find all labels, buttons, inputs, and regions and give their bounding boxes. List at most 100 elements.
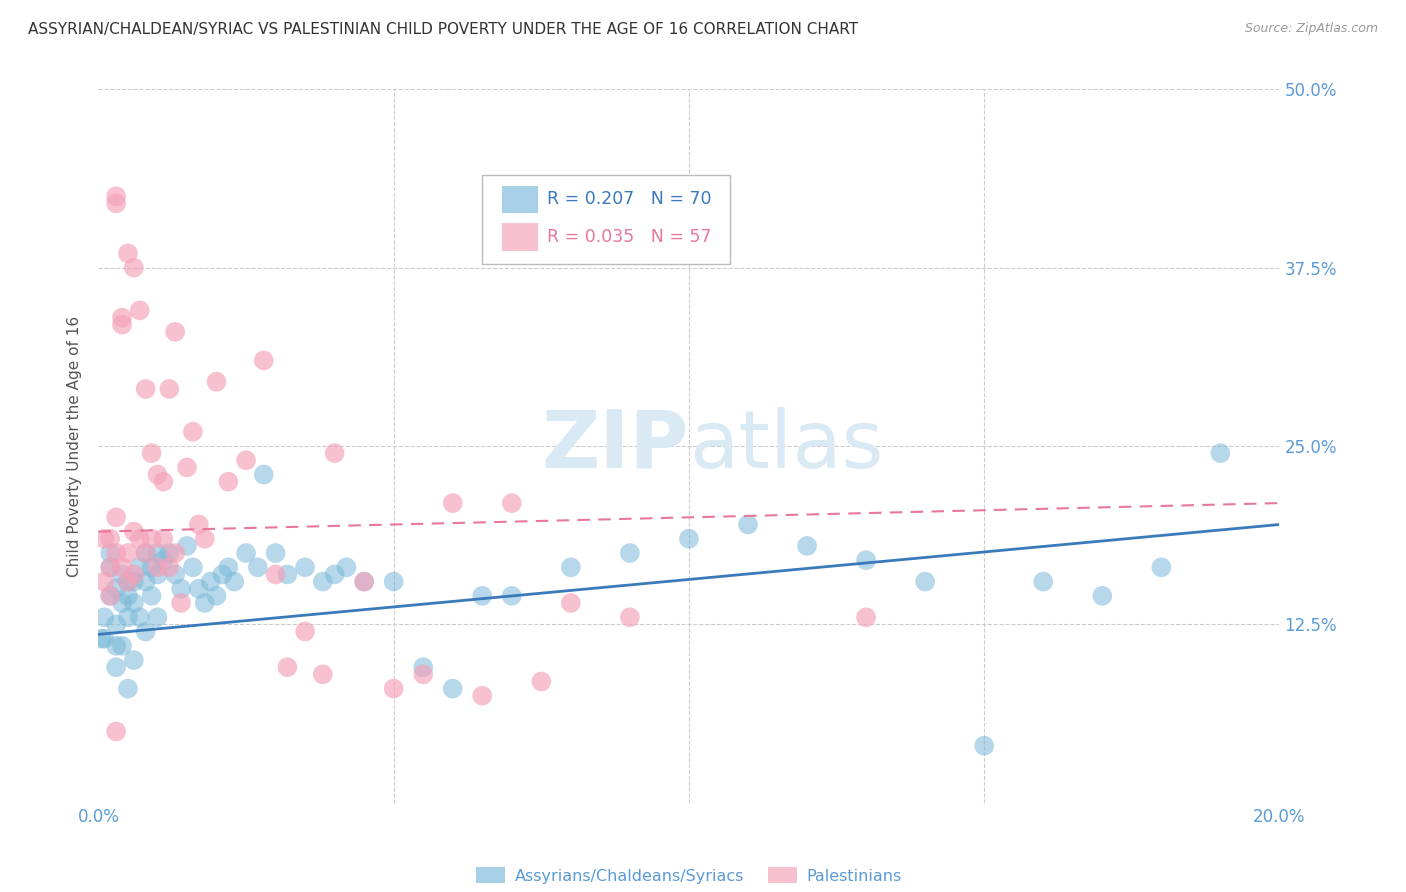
Point: [105, 639, 128, 653]
Point: [98, 589, 121, 603]
Point: [205, 375, 228, 389]
Point: [117, 246, 139, 260]
Point: [211, 567, 233, 582]
Point: [157, 546, 180, 560]
Point: [412, 660, 434, 674]
Point: [117, 681, 139, 696]
Point: [111, 596, 134, 610]
Point: [117, 546, 139, 560]
Point: [678, 532, 700, 546]
Text: ASSYRIAN/CHALDEAN/SYRIAC VS PALESTINIAN CHILD POVERTY UNDER THE AGE OF 16 CORREL: ASSYRIAN/CHALDEAN/SYRIAC VS PALESTINIAN …: [28, 22, 858, 37]
Point: [187, 517, 209, 532]
Point: [146, 467, 169, 482]
Point: [312, 667, 335, 681]
Point: [253, 353, 276, 368]
Point: [141, 589, 163, 603]
Point: [122, 574, 145, 589]
Point: [122, 524, 145, 539]
Point: [217, 560, 239, 574]
Point: [796, 539, 818, 553]
Point: [98, 560, 121, 574]
Point: [152, 553, 174, 567]
Point: [235, 453, 257, 467]
Point: [146, 567, 169, 582]
Point: [105, 510, 128, 524]
Point: [264, 567, 287, 582]
Point: [141, 560, 163, 574]
Point: [128, 532, 150, 546]
Point: [181, 425, 204, 439]
Point: [93, 574, 115, 589]
Point: [973, 739, 995, 753]
Point: [98, 560, 121, 574]
Point: [128, 610, 150, 624]
Point: [105, 617, 128, 632]
Point: [1150, 560, 1173, 574]
Point: [111, 310, 134, 325]
Point: [98, 589, 121, 603]
Point: [253, 467, 276, 482]
Point: [157, 382, 180, 396]
Point: [441, 681, 464, 696]
Point: [619, 610, 641, 624]
Point: [323, 567, 346, 582]
Point: [276, 567, 298, 582]
Point: [128, 303, 150, 318]
Point: [246, 560, 269, 574]
Point: [111, 639, 134, 653]
Point: [152, 475, 174, 489]
Point: [90, 632, 112, 646]
Point: [117, 574, 139, 589]
Legend: Assyrians/Chaldeans/Syriacs, Palestinians: Assyrians/Chaldeans/Syriacs, Palestinian…: [470, 861, 908, 890]
Point: [294, 624, 316, 639]
Point: [264, 546, 287, 560]
Point: [135, 624, 157, 639]
Point: [235, 546, 257, 560]
Point: [111, 318, 134, 332]
Point: [501, 589, 523, 603]
Point: [105, 196, 128, 211]
Point: [98, 532, 121, 546]
Text: R = 0.035   N = 57: R = 0.035 N = 57: [547, 228, 711, 246]
Point: [200, 574, 222, 589]
Point: [117, 574, 139, 589]
Text: Source: ZipAtlas.com: Source: ZipAtlas.com: [1244, 22, 1378, 36]
Point: [135, 382, 157, 396]
Point: [560, 560, 582, 574]
Point: [111, 560, 134, 574]
Text: R = 0.207   N = 70: R = 0.207 N = 70: [547, 190, 711, 209]
Text: ZIP: ZIP: [541, 407, 689, 485]
Point: [135, 546, 157, 560]
Point: [187, 582, 209, 596]
Point: [135, 546, 157, 560]
Point: [117, 589, 139, 603]
Point: [194, 532, 217, 546]
Point: [217, 475, 239, 489]
Point: [122, 596, 145, 610]
Point: [176, 460, 198, 475]
Point: [181, 560, 204, 574]
Point: [1091, 589, 1114, 603]
Point: [382, 681, 405, 696]
Point: [382, 574, 405, 589]
Point: [1032, 574, 1054, 589]
Point: [914, 574, 936, 589]
Point: [122, 653, 145, 667]
Point: [122, 567, 145, 582]
Point: [335, 560, 357, 574]
Point: [412, 667, 434, 681]
Point: [111, 567, 134, 582]
Point: [619, 546, 641, 560]
Point: [224, 574, 246, 589]
Point: [152, 532, 174, 546]
FancyBboxPatch shape: [502, 224, 537, 251]
Point: [312, 574, 335, 589]
Point: [105, 724, 128, 739]
Point: [170, 582, 193, 596]
Point: [135, 574, 157, 589]
Point: [141, 532, 163, 546]
Point: [441, 496, 464, 510]
Point: [93, 632, 115, 646]
Point: [165, 325, 187, 339]
Point: [855, 610, 877, 624]
